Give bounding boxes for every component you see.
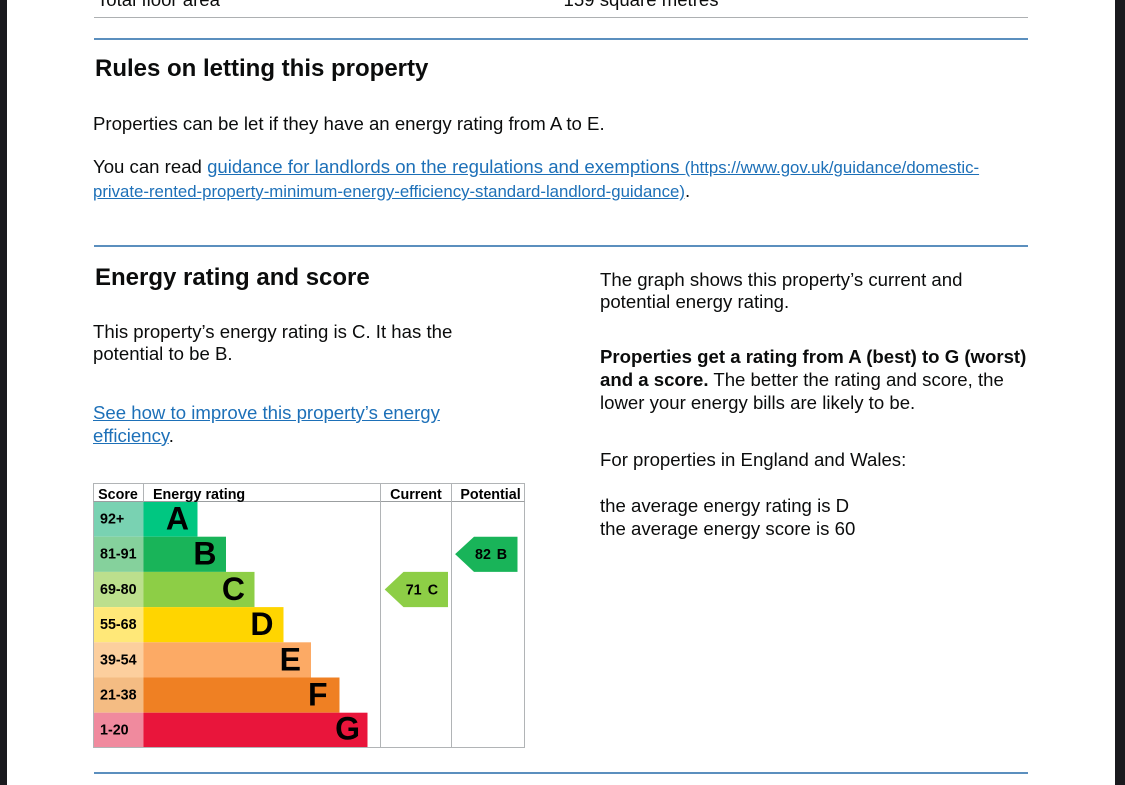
- svg-text:C: C: [222, 571, 245, 607]
- svg-text:1-20: 1-20: [100, 723, 129, 739]
- svg-text:B: B: [497, 547, 507, 563]
- svg-text:55-68: 55-68: [100, 617, 137, 633]
- svg-text:39-54: 39-54: [100, 652, 137, 668]
- svg-text:Current: Current: [390, 487, 442, 503]
- svg-text:E: E: [280, 641, 301, 677]
- svg-text:D: D: [250, 606, 273, 642]
- svg-text:G: G: [335, 711, 360, 747]
- svg-text:Energy rating: Energy rating: [153, 487, 245, 503]
- svg-text:21-38: 21-38: [100, 688, 137, 704]
- svg-text:Potential: Potential: [460, 487, 520, 503]
- svg-text:F: F: [308, 677, 328, 713]
- svg-text:92+: 92+: [100, 512, 124, 528]
- svg-text:Score: Score: [98, 487, 138, 503]
- svg-text:82: 82: [475, 547, 491, 563]
- svg-text:69-80: 69-80: [100, 582, 137, 598]
- svg-text:B: B: [193, 536, 216, 572]
- svg-text:A: A: [166, 501, 189, 537]
- svg-text:C: C: [428, 582, 438, 598]
- svg-text:71: 71: [406, 582, 422, 598]
- svg-text:81-91: 81-91: [100, 547, 137, 563]
